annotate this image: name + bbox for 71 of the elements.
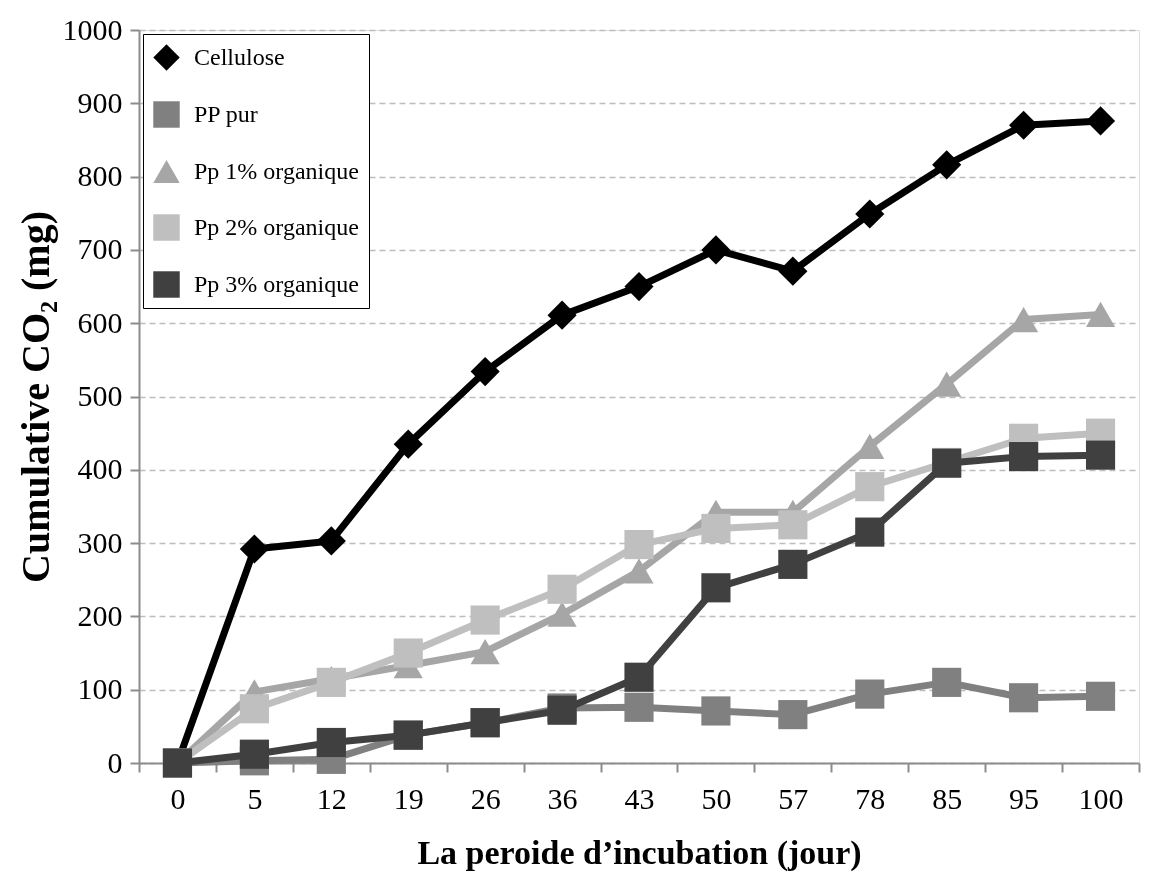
point <box>701 696 731 726</box>
point <box>1085 440 1116 470</box>
x-tick-label: 95 <box>1009 781 1040 815</box>
point <box>701 573 731 603</box>
point <box>624 692 654 722</box>
point <box>1085 301 1116 328</box>
y-tick-label: 900 <box>77 85 123 119</box>
point <box>701 235 731 265</box>
legend-label: Pp 1% organique <box>194 157 359 184</box>
y-tick-label: 100 <box>77 672 123 706</box>
point <box>316 727 346 758</box>
y-tick-label: 700 <box>77 232 123 266</box>
point <box>1009 683 1039 713</box>
point <box>1085 106 1116 136</box>
point <box>1009 442 1039 472</box>
point <box>547 574 577 604</box>
point <box>470 357 500 387</box>
y-tick-label: 200 <box>77 598 123 632</box>
y-tick-label: 300 <box>77 525 123 559</box>
x-tick-label: 5 <box>247 781 263 815</box>
point <box>393 638 423 668</box>
x-tick-label: 43 <box>624 781 655 815</box>
point <box>470 638 500 665</box>
point <box>239 694 269 724</box>
x-axis-title: La peroide d’incubation (jour) <box>417 833 862 872</box>
point <box>855 517 885 547</box>
point <box>624 529 654 560</box>
y-tick-label: 0 <box>107 745 123 779</box>
y-tick-label: 500 <box>77 379 123 412</box>
point <box>624 558 654 584</box>
x-tick-label: 19 <box>393 781 424 815</box>
point <box>1085 681 1116 711</box>
point <box>701 513 731 544</box>
x-tick-label: 36 <box>547 781 578 815</box>
point <box>316 526 346 556</box>
point <box>778 549 808 579</box>
x-tick-label: 0 <box>170 781 186 815</box>
point <box>239 534 269 564</box>
x-tick-label: 12 <box>316 781 347 815</box>
point <box>1009 110 1039 140</box>
point <box>239 739 269 769</box>
legend-label: Pp 2% organique <box>194 213 359 240</box>
x-tick-label: 100 <box>1078 781 1124 815</box>
point <box>855 199 885 229</box>
y-axis-title: Cumulative CO₂ (mg) <box>12 211 58 583</box>
point <box>624 271 654 302</box>
y-tick-label: 800 <box>77 159 123 193</box>
point <box>778 256 808 286</box>
point <box>547 601 577 627</box>
x-tick-label: 85 <box>932 781 963 815</box>
x-tick-label: 78 <box>855 781 886 815</box>
legend-label: Cellulose <box>194 43 285 70</box>
x-tick-label: 50 <box>701 781 732 815</box>
y-tick-label: 600 <box>77 305 123 339</box>
point <box>624 662 654 692</box>
point <box>778 510 808 540</box>
point <box>778 700 808 730</box>
y-tick-label: 1000 <box>62 12 123 46</box>
point <box>393 429 423 459</box>
point <box>316 667 346 697</box>
legend-label: PP pur <box>194 100 258 127</box>
legend-label: Pp 3% organique <box>194 270 359 297</box>
point <box>932 667 962 697</box>
point <box>855 679 885 709</box>
point <box>470 605 500 635</box>
point <box>855 472 885 502</box>
x-tick-label: 26 <box>470 781 501 815</box>
point <box>547 300 577 330</box>
x-tick-label: 57 <box>778 781 809 815</box>
y-tick-label: 400 <box>77 452 123 486</box>
point <box>932 150 962 180</box>
